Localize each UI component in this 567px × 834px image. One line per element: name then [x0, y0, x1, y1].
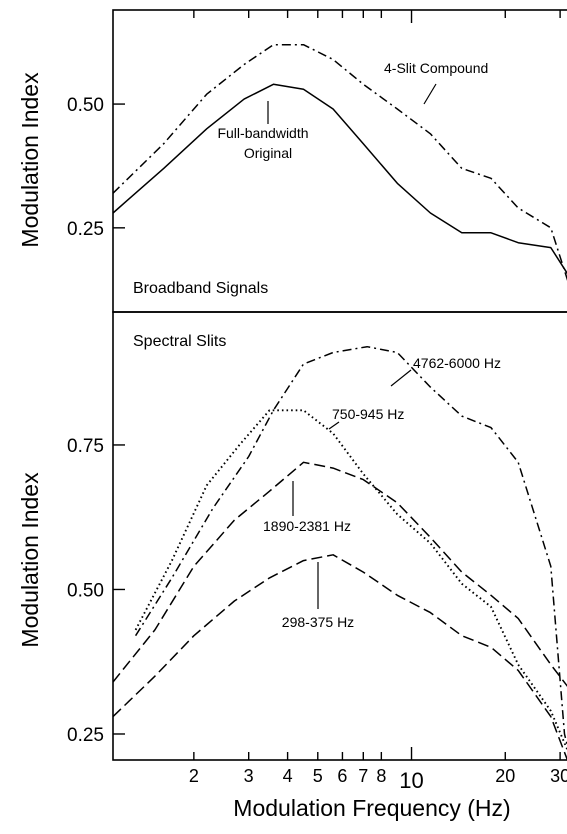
y-tick-labels: 0.25 0.50 0.25 0.50 0.75 [67, 95, 104, 746]
annotation-4762-6000-hz: 4762-6000 Hz [413, 355, 501, 371]
x-tick-label-30: 30 [550, 766, 567, 786]
series-line-4762-6000-hz [134, 345, 567, 748]
x-axis-label: Modulation Frequency (Hz) [233, 795, 510, 821]
annotation-original: Original [244, 145, 292, 161]
bottom-panel-frame [112, 311, 567, 761]
top-panel-frame [112, 9, 567, 313]
y-tick-label-p0-0_25: 0.25 [67, 219, 104, 240]
x-tick-label-6: 6 [337, 766, 347, 786]
leader-750-945-hz [328, 421, 340, 430]
y-tick-label-p1-0_5: 0.50 [67, 580, 104, 601]
x-tick-label-2: 2 [189, 766, 199, 786]
series-line-full-bandwidth-original [112, 83, 567, 275]
x-tick-label-4: 4 [283, 766, 293, 786]
annotation-298-375-hz: 298-375 Hz [282, 614, 354, 630]
panel-label-broadband: Broadband Signals [133, 280, 268, 297]
annotation-leaders [267, 83, 437, 609]
annotation-750-945-hz: 750-945 Hz [332, 406, 404, 422]
leader-4762-6000-hz [390, 369, 412, 387]
x-tick-labels: 2 3 4 5 6 7 8 10 20 30 [189, 766, 567, 793]
bottom-y-axis-label: Modulation Index [17, 472, 43, 648]
series-line-1890-2381-hz [112, 461, 567, 687]
annotation-full-bandwidth: Full-bandwidth [217, 125, 308, 141]
annotation-4-slit-compound: 4-Slit Compound [384, 60, 488, 76]
y-tick-label-p1-0_25: 0.25 [67, 725, 104, 746]
y-tick-label-p0-0_5: 0.50 [67, 95, 104, 116]
series-lines [112, 43, 567, 761]
series-line-298-375-hz [112, 554, 567, 761]
x-tick-label-8: 8 [376, 766, 386, 786]
x-tick-label-10: 10 [399, 768, 423, 793]
x-tick-label-7: 7 [358, 766, 368, 786]
x-tick-label-5: 5 [313, 766, 323, 786]
top-y-axis-label: Modulation Index [17, 72, 43, 248]
y-tick-label-p1-0_75: 0.75 [67, 436, 104, 457]
panel-label-spectral-slits: Spectral Slits [133, 333, 226, 350]
x-tick-label-20: 20 [495, 766, 515, 786]
annotation-1890-2381-hz: 1890-2381 Hz [263, 518, 351, 534]
leader-4-slit-compound [423, 83, 437, 105]
series-line-4-slit-compound [112, 43, 567, 281]
series-line-750-945-hz [134, 409, 567, 752]
x-tick-label-3: 3 [244, 766, 254, 786]
axis-ticks [113, 10, 561, 760]
